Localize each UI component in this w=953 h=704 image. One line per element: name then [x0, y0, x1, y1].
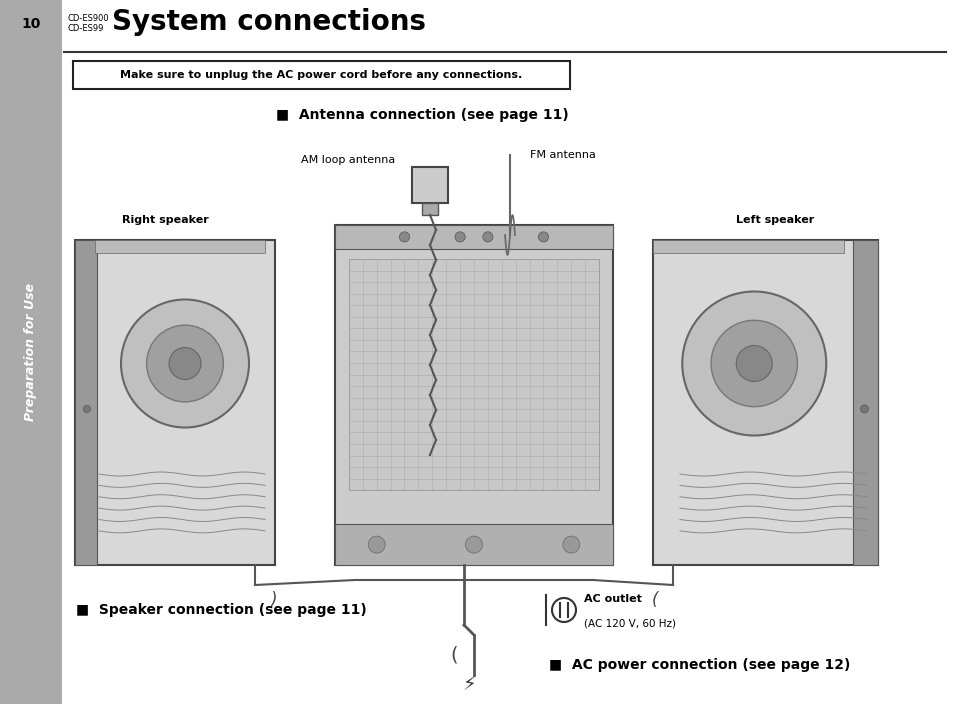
Text: ⚡: ⚡	[461, 676, 476, 695]
Circle shape	[455, 232, 465, 242]
Circle shape	[368, 536, 385, 553]
Text: 10: 10	[21, 17, 41, 31]
Bar	[0, 0, 62, 704]
Bar	[75, 240, 274, 565]
Text: AC outlet: AC outlet	[583, 594, 641, 604]
Circle shape	[121, 299, 249, 427]
Circle shape	[169, 348, 201, 379]
Bar	[652, 240, 877, 565]
Text: ■  Speaker connection (see page 11): ■ Speaker connection (see page 11)	[76, 603, 366, 617]
Bar	[412, 167, 448, 203]
Text: ■  Antenna connection (see page 11): ■ Antenna connection (see page 11)	[275, 108, 568, 122]
Bar	[335, 225, 613, 565]
Bar	[652, 240, 843, 253]
Bar	[335, 225, 613, 249]
Bar	[75, 240, 97, 565]
Circle shape	[562, 536, 579, 553]
Text: Make sure to unplug the AC power cord before any connections.: Make sure to unplug the AC power cord be…	[120, 70, 522, 80]
Text: System connections: System connections	[112, 8, 426, 36]
Circle shape	[681, 291, 825, 436]
Circle shape	[860, 405, 867, 413]
FancyBboxPatch shape	[73, 61, 569, 89]
Text: Right speaker: Right speaker	[121, 215, 208, 225]
Circle shape	[147, 325, 223, 402]
Circle shape	[482, 232, 493, 242]
Circle shape	[537, 232, 548, 242]
Circle shape	[736, 346, 771, 382]
Text: (AC 120 V, 60 Hz): (AC 120 V, 60 Hz)	[583, 618, 676, 628]
Text: (: (	[651, 591, 658, 609]
Circle shape	[710, 320, 797, 407]
Text: CD-ES99: CD-ES99	[68, 24, 104, 33]
Bar	[421, 203, 437, 215]
Circle shape	[552, 598, 576, 622]
Circle shape	[465, 536, 482, 553]
Text: FM antenna: FM antenna	[530, 150, 596, 160]
Circle shape	[83, 406, 91, 413]
Bar	[349, 259, 598, 490]
Circle shape	[399, 232, 409, 242]
Text: AM loop antenna: AM loop antenna	[300, 155, 395, 165]
Text: Left speaker: Left speaker	[736, 215, 814, 225]
Bar	[852, 240, 877, 565]
Text: ): )	[270, 591, 276, 609]
Text: Preparation for Use: Preparation for Use	[25, 283, 37, 421]
Text: (: (	[450, 646, 457, 665]
Text: CD-ES900: CD-ES900	[68, 14, 110, 23]
Bar	[95, 240, 265, 253]
Bar	[335, 524, 613, 565]
Text: ■  AC power connection (see page 12): ■ AC power connection (see page 12)	[548, 658, 849, 672]
